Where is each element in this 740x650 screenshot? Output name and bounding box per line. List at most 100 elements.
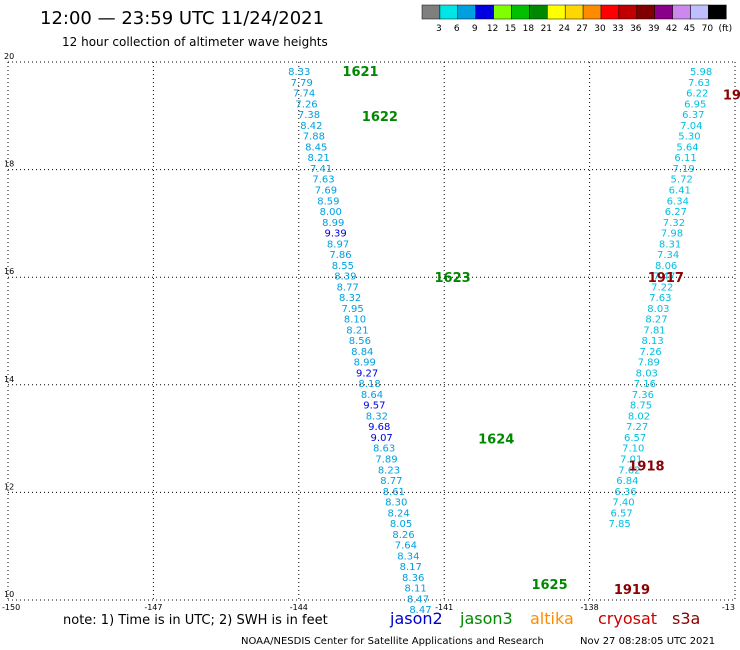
x-tick-label: -144: [290, 603, 308, 612]
colorbar-swatch: [475, 4, 494, 20]
wave-height-value: 5.72: [671, 175, 693, 186]
wave-height-value: 8.32: [339, 293, 361, 304]
wave-height-value: 6.84: [616, 476, 638, 487]
wave-height-value: 7.16: [634, 379, 656, 390]
wave-height-value: 6.41: [669, 186, 691, 197]
wave-height-value: 8.21: [346, 325, 368, 336]
wave-height-value: 7.62: [618, 465, 640, 476]
wave-height-value: 6.11: [674, 153, 696, 164]
wave-height-value: 7.85: [609, 519, 631, 530]
x-tick-label: -147: [144, 603, 162, 612]
wave-height-value: 7.38: [298, 110, 320, 121]
wave-height-value: 6.95: [684, 99, 706, 110]
colorbar-swatch: [511, 4, 530, 20]
x-tick-label: -138: [581, 603, 599, 612]
wave-height-value: 7.01: [620, 455, 642, 466]
wave-height-value: 7.40: [612, 498, 634, 509]
wave-height-value: 9.07: [371, 433, 393, 444]
colorbar-swatch: [690, 4, 709, 20]
colorbar-swatch: [708, 4, 727, 20]
legend-jason3: jason3: [459, 609, 513, 628]
wave-height-value: 7.22: [651, 282, 673, 293]
wave-height-value: 6.57: [624, 433, 646, 444]
wave-height-value: 8.00: [320, 207, 342, 218]
wave-height-value: 7.89: [638, 358, 660, 369]
wave-height-value: 8.42: [300, 121, 322, 132]
wave-height-value: 8.18: [358, 379, 380, 390]
pass-number-label: 1622: [362, 110, 398, 125]
wave-height-value: 7.74: [293, 89, 315, 100]
colorbar-label: 70: [702, 24, 714, 34]
wave-height-value: 8.99: [322, 218, 344, 229]
credit-timestamp: Nov 27 08:28:05 UTC 2021: [580, 636, 715, 647]
wave-height-value: 8.05: [390, 519, 412, 530]
units-note: note: 1) Time is in UTC; 2) SWH is in fe…: [63, 613, 328, 628]
chart-subtitle: 12 hour collection of altimeter wave hei…: [62, 35, 328, 49]
colorbar-label: 21: [541, 24, 552, 34]
colorbar-label: 24: [558, 24, 570, 34]
colorbar-swatch: [582, 4, 602, 20]
colorbar-swatch: [439, 4, 459, 20]
colorbar-swatch: [636, 4, 655, 20]
grid: [7, 61, 736, 601]
wave-height-value: 7.86: [329, 250, 351, 261]
wave-height-value: 8.63: [373, 444, 395, 455]
wave-height-value: 9.57: [363, 401, 385, 412]
legend-cryosat: cryosat: [598, 609, 657, 628]
colorbar-label: 6: [454, 24, 460, 34]
colorbar-label: 9: [472, 24, 478, 34]
colorbar-label: 39: [648, 24, 660, 34]
wave-height-value: 8.36: [402, 573, 424, 584]
pass-number-label: 1623: [435, 271, 471, 286]
wave-height-value: 7.89: [375, 455, 397, 466]
colorbar-label: 15: [505, 24, 516, 34]
wave-height-value: 6.37: [682, 110, 704, 121]
wave-height-value: 9.27: [356, 368, 378, 379]
pass-number-label: 1624: [478, 433, 514, 448]
wave-height-value: 8.64: [361, 390, 383, 401]
colorbar-label: 42: [666, 24, 677, 34]
wave-height-value: 8.59: [317, 196, 339, 207]
y-tick-label: 10: [4, 590, 14, 599]
wave-height-value: 8.31: [659, 239, 681, 250]
wave-height-value: 8.03: [636, 368, 658, 379]
wave-height-value: 8.55: [332, 261, 354, 272]
wave-height-value: 8.39: [334, 272, 356, 283]
wave-height-value: 8.13: [641, 336, 663, 347]
x-axis-ticks: -150 -147 -144 -141 -138 -13: [2, 603, 735, 612]
colorbar-label: 33: [612, 24, 623, 34]
wave-height-value: 8.06: [655, 261, 677, 272]
colorbar-swatch: [618, 4, 638, 20]
colorbar-label: 36: [630, 24, 642, 34]
wave-height-value: 5.30: [678, 132, 700, 143]
wave-height-value: 8.75: [630, 401, 652, 412]
wave-height-value: 8.61: [383, 487, 405, 498]
y-tick-label: 12: [4, 482, 14, 491]
wave-height-value: 8.33: [288, 67, 310, 78]
wave-height-value: 8.56: [349, 336, 371, 347]
wave-height-value: 7.47: [653, 272, 675, 283]
wave-height-value: 8.26: [392, 530, 414, 541]
legend-s3a: s3a: [672, 609, 700, 628]
y-tick-label: 16: [4, 267, 14, 276]
wave-height-value: 8.30: [385, 498, 407, 509]
colorbar-label: 27: [576, 24, 587, 34]
wave-height-value: 8.24: [388, 508, 410, 519]
wave-height-value: 7.81: [643, 325, 665, 336]
wave-height-value: 7.04: [680, 121, 702, 132]
wave-height-value: 8.34: [397, 551, 419, 562]
chart-title: 12:00 — 23:59 UTC 11/24/2021: [40, 8, 324, 29]
colorbar-label: 12: [487, 24, 498, 34]
wave-height-value: 7.63: [312, 175, 334, 186]
wave-height-value: 8.27: [645, 315, 667, 326]
colorbar-label: 18: [523, 24, 535, 34]
wave-height-value: 7.41: [310, 164, 332, 175]
colorbar-swatch: [654, 4, 673, 20]
wave-height-value: 7.34: [657, 250, 679, 261]
wave-height-value: 7.19: [672, 164, 694, 175]
satellite-legend: jason2 jason3 altika cryosat s3a: [389, 609, 700, 628]
wave-height-value: 6.36: [614, 487, 636, 498]
colorbar: 3 6 9 12 15 18 21 24 27 30 33 36 39 42 45 70 (ft): [421, 4, 732, 34]
colorbar-label: 30: [594, 24, 606, 34]
